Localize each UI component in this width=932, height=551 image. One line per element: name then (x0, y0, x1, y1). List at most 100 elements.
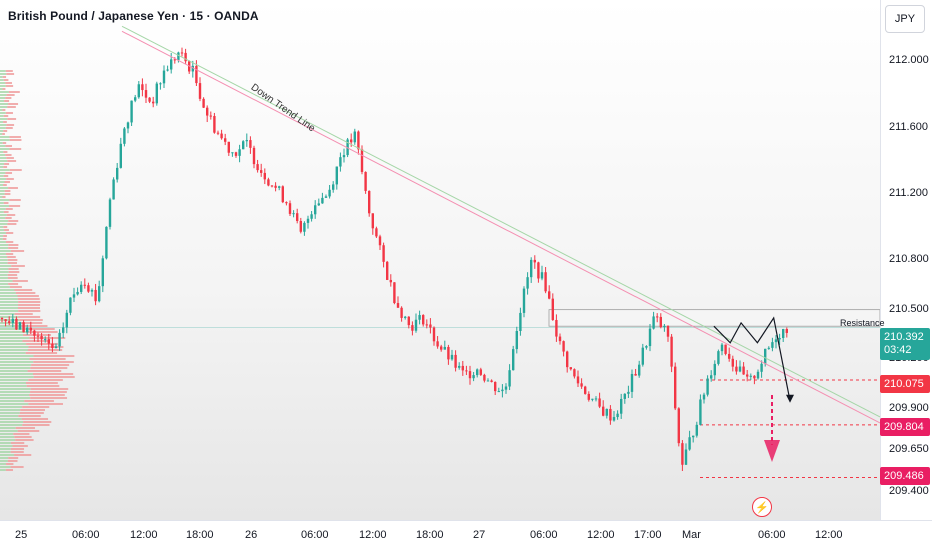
volume-profile-down-bar (15, 427, 35, 429)
volume-profile-down-bar (3, 121, 7, 123)
volume-profile-up-bar (0, 205, 10, 207)
candle-body (166, 69, 169, 71)
volume-profile-up-bar (0, 256, 8, 258)
volume-profile-down-bar (18, 310, 41, 312)
volume-profile-up-bar (0, 451, 11, 453)
volume-profile-down-bar (3, 175, 9, 177)
candle-body (432, 327, 436, 342)
volume-profile-down-bar (18, 316, 41, 318)
volume-profile-down-bar (7, 274, 18, 276)
price-chart[interactable] (0, 0, 880, 520)
candle-body (346, 139, 349, 156)
candle-body (785, 329, 788, 333)
candle-body (396, 303, 400, 308)
volume-profile-up-bar (0, 268, 9, 270)
candle-body (717, 351, 720, 364)
volume-profile-up-bar (0, 376, 34, 378)
candle-body (760, 363, 763, 372)
candle-body (465, 370, 468, 372)
candle-body (299, 220, 302, 232)
volume-profile-down-bar (18, 301, 41, 303)
time-axis[interactable]: 25 06:00 12:00 18:00 26 06:00 12:00 18:00 27 06:0… (0, 520, 932, 551)
candle-body (87, 285, 90, 292)
candle-body (260, 170, 263, 173)
candle-body (540, 272, 544, 279)
candle-body (508, 370, 511, 387)
volume-profile-down-bar (12, 280, 28, 282)
candle-body (317, 203, 320, 206)
candle-body (292, 213, 295, 215)
volume-profile-up-bar (0, 388, 31, 390)
volume-profile-down-bar (8, 103, 19, 105)
volume-profile-up-bar (0, 346, 29, 348)
candle-body (616, 413, 619, 418)
volume-profile-down-bar (20, 409, 45, 411)
volume-profile-down-bar (10, 250, 25, 252)
x-tick-label: 06:00 (72, 529, 100, 541)
candle-body (656, 316, 659, 318)
candle-body (468, 371, 472, 379)
volume-profile-down-bar (17, 430, 40, 432)
candle-body (249, 140, 252, 148)
volume-profile-down-bar (9, 139, 22, 141)
volume-profile-up-bar (0, 409, 21, 411)
candle-body (497, 391, 500, 393)
volume-profile-down-bar (26, 385, 60, 387)
volume-profile-down-bar (24, 400, 54, 402)
candle-body (742, 366, 745, 375)
volume-profile-down-bar (3, 211, 9, 213)
volume-profile-down-bar (9, 199, 21, 201)
down-trend-line-green (121, 25, 880, 418)
candle-body (83, 284, 86, 286)
volume-profile-up-bar (0, 187, 9, 189)
volume-profile-up-bar (0, 310, 19, 312)
volume-profile-down-bar (8, 247, 19, 249)
volume-profile-up-bar (0, 91, 9, 93)
volume-profile-up-bar (0, 76, 3, 78)
candle-body (195, 65, 198, 84)
candle-body (375, 228, 378, 237)
candle-body (371, 213, 374, 229)
candle-body (94, 289, 97, 302)
volume-profile-up-bar (0, 181, 5, 183)
volume-profile-down-bar (9, 169, 22, 171)
candle-body (728, 353, 731, 359)
volume-profile-up-bar (0, 433, 14, 435)
candle-body (440, 346, 443, 350)
candle-body (209, 115, 212, 117)
candle-body (638, 364, 641, 376)
volume-profile-down-bar (4, 181, 10, 183)
lightning-icon[interactable]: ⚡ (752, 497, 772, 517)
volume-profile-up-bar (0, 400, 25, 402)
candle-body (504, 386, 508, 390)
volume-profile-down-bar (15, 439, 34, 441)
candle-body (447, 346, 450, 360)
candle-body (573, 369, 576, 377)
candle-body (753, 375, 756, 379)
volume-profile-down-bar (29, 394, 65, 396)
x-tick-label: 26 (245, 529, 258, 541)
volume-profile-up-bar (0, 415, 19, 417)
currency-button[interactable]: JPY (885, 5, 925, 33)
volume-profile-up-bar (0, 343, 27, 345)
volume-profile-up-bar (0, 379, 29, 381)
volume-profile-up-bar (0, 418, 22, 420)
symbol-title[interactable]: British Pound / Japanese Yen · 15 · OAND… (8, 9, 259, 23)
volume-profile-up-bar (0, 289, 15, 291)
candle-body (126, 122, 130, 129)
volume-profile-up-bar (0, 307, 18, 309)
volume-profile-up-bar (0, 355, 34, 357)
chart-area[interactable] (0, 0, 880, 520)
candle-body (29, 327, 32, 331)
target-arrow-head (764, 440, 780, 462)
candle-body (670, 336, 673, 367)
volume-profile-up-bar (0, 253, 6, 255)
candle-body (677, 408, 680, 444)
candle-body (738, 366, 742, 372)
level-flag-2: 209.804 (880, 418, 930, 436)
candle-body (231, 152, 234, 154)
volume-profile-down-bar (22, 334, 52, 336)
volume-profile-up-bar (0, 328, 25, 330)
volume-profile-up-bar (0, 82, 6, 84)
candle-body (684, 449, 688, 465)
